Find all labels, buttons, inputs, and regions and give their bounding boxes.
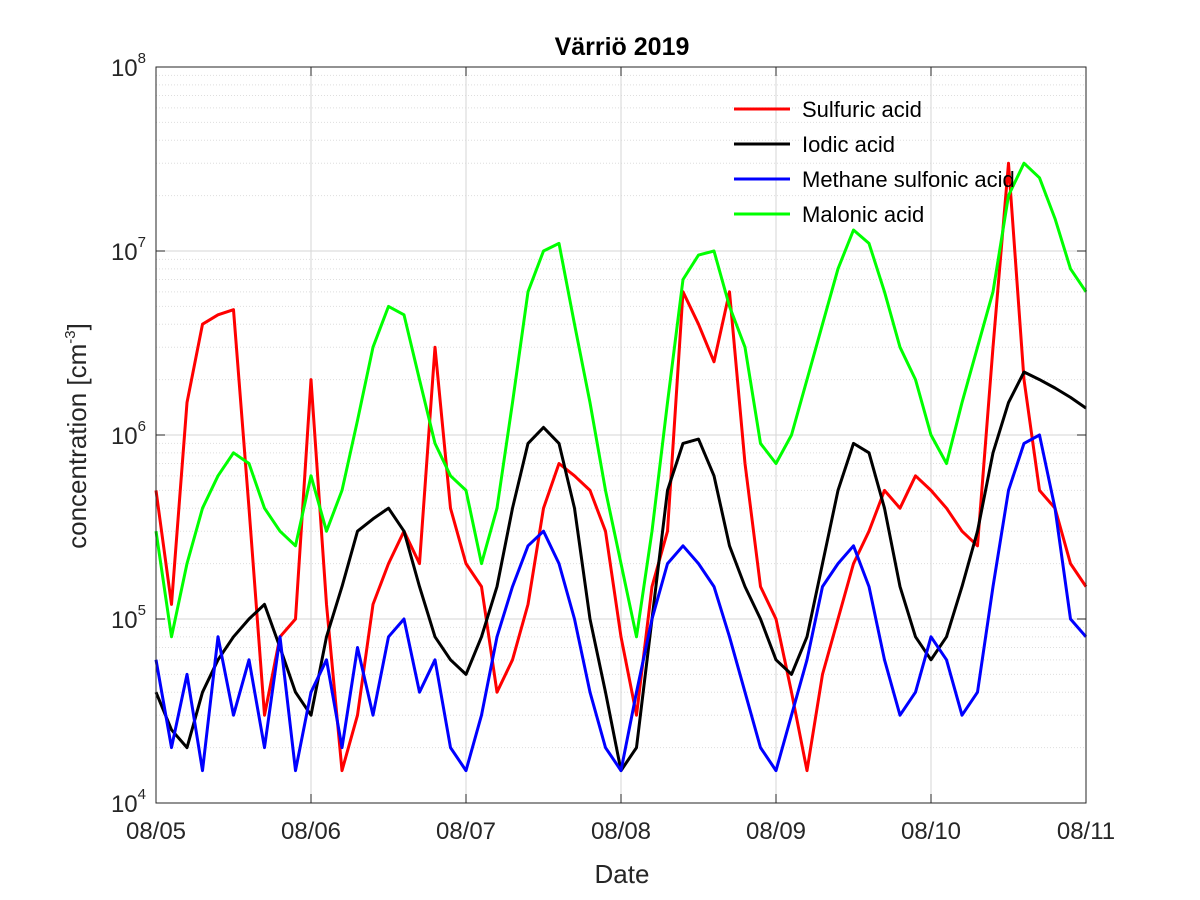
legend-label: Iodic acid — [802, 132, 895, 157]
x-tick-label: 08/11 — [1057, 818, 1115, 845]
y-axis-label-close: ] — [62, 323, 92, 330]
y-tick-base: 10 — [111, 791, 138, 818]
legend-label: Methane sulfonic acid — [802, 167, 1015, 192]
series-line-methane-sulfonic-acid — [154, 433, 1088, 773]
y-axis-label-exponent: -3 — [62, 330, 79, 343]
x-tick-labels: 08/05 08/06 08/07 08/08 08/09 08/10 08/11 — [126, 818, 1115, 845]
y-tick-base: 10 — [111, 239, 138, 266]
y-axis-label-main: concentration [cm — [62, 344, 92, 549]
x-tick-label: 08/08 — [591, 818, 651, 845]
legend: Sulfuric acid Iodic acid Methane sulfonic … — [734, 97, 1015, 227]
y-tick-label: 104 — [111, 786, 146, 818]
axes — [155, 66, 1087, 804]
y-tick-base: 10 — [111, 55, 138, 82]
y-tick-label: 106 — [111, 418, 146, 450]
y-tick-exponent: 7 — [138, 234, 146, 251]
y-tick-base: 10 — [111, 423, 138, 450]
y-tick-label: 105 — [111, 602, 146, 634]
y-axis-label: concentration [cm-3] — [62, 323, 92, 549]
y-tick-label: 107 — [111, 234, 146, 266]
x-tick-label: 08/06 — [281, 818, 341, 845]
x-tick-label: 08/05 — [126, 818, 186, 845]
series-line-sulfuric-acid — [154, 161, 1088, 773]
chart-title: Värriö 2019 — [555, 33, 690, 61]
x-axis-label: Date — [595, 859, 650, 889]
y-tick-exponent: 6 — [138, 418, 146, 435]
legend-label: Sulfuric acid — [802, 97, 922, 122]
legend-label: Malonic acid — [802, 202, 924, 227]
y-tick-label: 108 — [111, 50, 146, 82]
grid — [155, 66, 1087, 804]
x-tick-label: 08/09 — [746, 818, 806, 845]
series-layer — [154, 161, 1088, 773]
x-tick-label: 08/10 — [901, 818, 961, 845]
y-tick-base: 10 — [111, 607, 138, 634]
y-tick-exponent: 8 — [138, 50, 146, 67]
x-tick-label: 08/07 — [436, 818, 496, 845]
y-tick-exponent: 4 — [138, 786, 146, 803]
y-tick-exponent: 5 — [138, 602, 146, 619]
series-line-malonic-acid — [154, 161, 1088, 639]
